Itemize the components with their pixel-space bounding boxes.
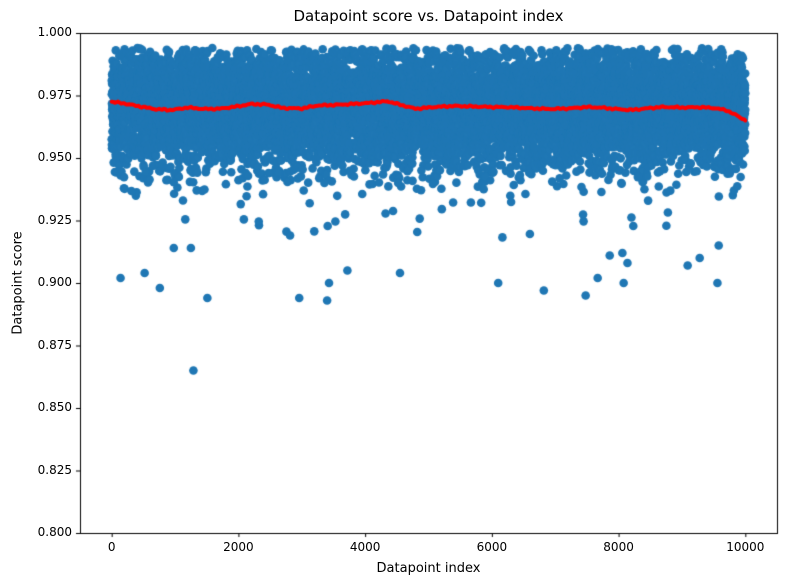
y-tick-label: 0.950 [37, 150, 72, 164]
x-tick-label: 4000 [349, 540, 381, 554]
y-tick-label: 0.875 [37, 337, 72, 352]
y-tick-label: 0.850 [37, 400, 72, 414]
x-axis-label: Datapoint index [376, 561, 481, 576]
y-tick-label: 0.925 [37, 212, 72, 227]
x-tick-label: 6000 [476, 540, 508, 554]
y-tick-label: 0.975 [37, 87, 72, 102]
y-tick-label: 0.800 [37, 525, 72, 539]
x-tick-label: 8000 [603, 540, 634, 554]
x-tick-label: 10000 [726, 540, 765, 554]
y-tick-label: 1.000 [37, 25, 72, 39]
chart-title: Datapoint score vs. Datapoint index [293, 7, 564, 25]
y-tick-label: 0.825 [37, 462, 72, 477]
y-tick-label: 0.900 [37, 275, 72, 289]
x-tick-label: 0 [107, 540, 116, 554]
x-tick-label: 2000 [223, 540, 254, 554]
